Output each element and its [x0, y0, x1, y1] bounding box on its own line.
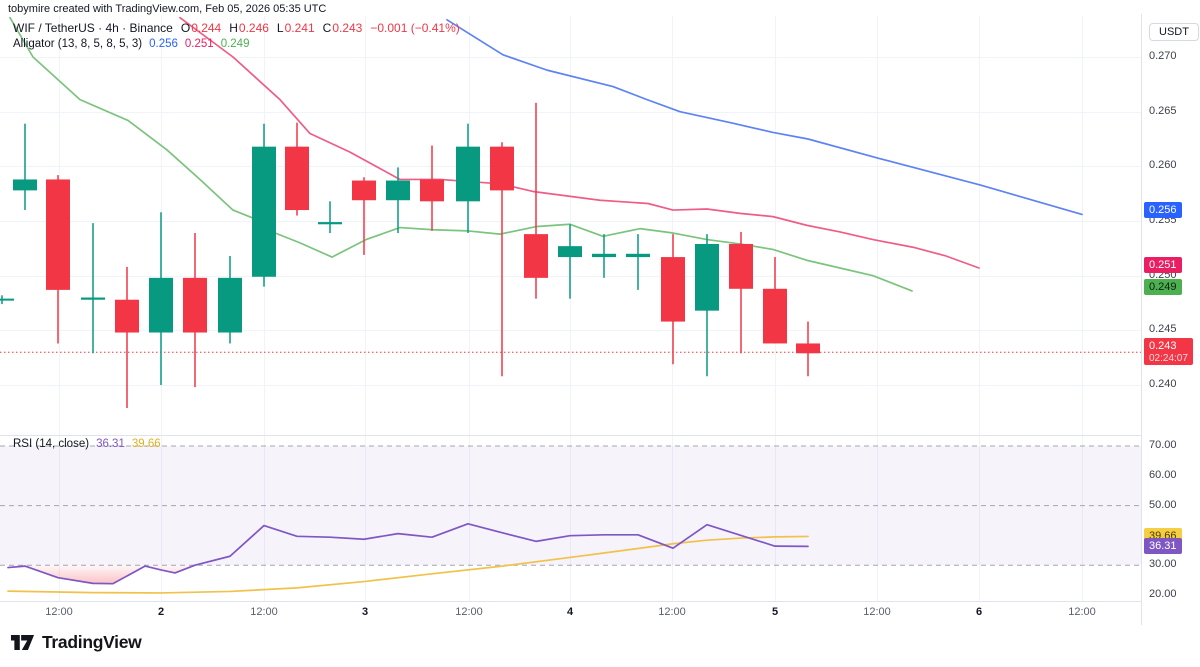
alligator-value: 0.256: [149, 38, 178, 50]
alligator-values: 0.256 0.251 0.249: [142, 38, 249, 50]
alligator-label: Alligator (13, 8, 5, 8, 5, 3): [13, 38, 143, 50]
chart-canvas[interactable]: [0, 0, 1141, 667]
rsi-oversold-fill: [8, 565, 195, 584]
symbol-title: WIF / TetherUS · 4h · Binance: [13, 21, 173, 35]
tradingview-logo-text: TradingView: [42, 632, 142, 652]
candle-body: [386, 180, 410, 201]
tradingview-logo[interactable]: TradingView: [10, 632, 142, 653]
rsi-label: RSI (14, close): [13, 438, 90, 450]
rsi-tick-label: 30.00: [1149, 558, 1177, 571]
time-axis-label: 6: [975, 606, 983, 618]
ohlc-key: C: [322, 21, 332, 35]
candle-body: [115, 299, 139, 333]
rsi-value: 39.66: [131, 438, 161, 450]
time-axis-label: 2: [157, 606, 165, 618]
price-tick-label: 0.245: [1149, 323, 1177, 336]
time-axis-label: 12:00: [250, 606, 278, 618]
alligator-teeth-line: [179, 16, 980, 269]
time-axis-label: 12:00: [455, 606, 483, 618]
rsi-tick-label: 60.00: [1149, 468, 1177, 481]
candle-body: [729, 243, 753, 289]
change-value: −0.001 (−0.41%): [370, 21, 460, 35]
indicator-price-badge: 0.249: [1144, 278, 1182, 295]
time-axis-label: 12:00: [45, 606, 73, 618]
currency-button[interactable]: USDT: [1149, 23, 1199, 41]
rsi-legend[interactable]: RSI (14, close) 36.31 39.66: [13, 438, 161, 450]
price-tick-label: 0.265: [1149, 104, 1177, 117]
rsi-tick-label: 50.00: [1149, 498, 1177, 511]
symbol-legend[interactable]: WIF / TetherUS · 4h · Binance O0.244 H0.24…: [13, 21, 460, 35]
candle-body: [285, 146, 309, 211]
time-axis-label: 12:00: [863, 606, 891, 618]
candle-body: [763, 288, 787, 344]
ohlc-value: 0.241: [284, 21, 315, 35]
candle-body: [252, 146, 276, 277]
tradingview-logo-icon: [10, 635, 35, 650]
candle-body: [420, 179, 444, 202]
price-tick-label: 0.240: [1149, 378, 1177, 390]
time-axis-label: 12:00: [658, 606, 686, 618]
alligator-legend[interactable]: Alligator (13, 8, 5, 8, 5, 3) 0.256 0.251 0…: [13, 38, 249, 50]
ohlc-key: L: [276, 21, 284, 35]
rsi-tick-label: 20.00: [1149, 588, 1177, 600]
price-tick-label: 0.260: [1149, 159, 1177, 172]
ohlc-key: H: [229, 21, 238, 35]
candle-body: [13, 179, 37, 191]
price-axis[interactable]: USDT 0.270 0.265 0.260 0.255 0.250 0.245 0.240…: [1141, 14, 1200, 625]
price-tick-label: 0.270: [1149, 50, 1177, 62]
ohlc-value: 0.244: [191, 21, 222, 35]
candle-body: [46, 179, 70, 290]
candle-body: [661, 257, 685, 322]
rsi-line: [7, 522, 809, 585]
alligator-value: 0.251: [184, 38, 214, 50]
rsi-value-badge: 36.31: [1144, 538, 1182, 555]
time-axis-border: [0, 601, 1200, 602]
candle-body: [183, 277, 207, 333]
candle-body: [352, 180, 376, 201]
indicator-price-badge: 0.251: [1144, 256, 1182, 273]
rsi-ma-line: [7, 535, 809, 594]
rsi-tick-label: 70.00: [1149, 439, 1177, 451]
alligator-value: 0.249: [220, 38, 250, 50]
candle-body: [695, 243, 719, 311]
time-axis-label: 12:00: [1068, 606, 1096, 618]
candle-body: [626, 253, 650, 258]
ohlc-value: 0.246: [238, 21, 269, 35]
indicator-price-badge: 0.256: [1144, 202, 1182, 219]
candle-body: [456, 146, 480, 202]
time-axis-label: 3: [361, 606, 369, 618]
watermark-text: tobymire created with TradingView.com, F…: [8, 3, 327, 15]
alligator-lips-line: [9, 16, 913, 292]
candle-body: [796, 343, 820, 354]
ohlc-key: O: [180, 21, 191, 35]
last-price-badge: 0.243 02:24:07: [1144, 338, 1193, 366]
time-axis-label: 4: [566, 606, 574, 618]
candle-body: [149, 277, 173, 333]
candle-body: [318, 222, 342, 225]
candle-body: [558, 246, 582, 258]
candle-body: [81, 297, 105, 300]
rsi-values: 36.31 39.66: [89, 438, 161, 450]
countdown-timer: 02:24:07: [1149, 353, 1188, 365]
rsi-value: 36.31: [96, 438, 125, 450]
time-axis-label: 5: [771, 606, 779, 618]
candle-body: [490, 146, 514, 191]
candle-body: [524, 234, 548, 278]
ohlc-value: 0.243: [332, 21, 363, 35]
candle-body: [218, 277, 242, 333]
ohlc-values: O0.244 H0.246 L0.241 C0.243: [173, 21, 363, 35]
candle-body: [592, 253, 616, 258]
candle-body: [0, 298, 14, 301]
alligator-jaw-line: [446, 18, 1083, 216]
